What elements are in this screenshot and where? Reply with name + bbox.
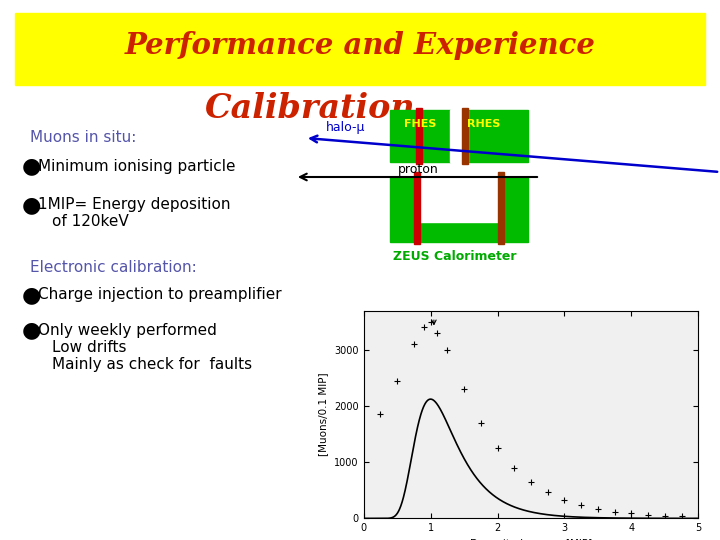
Text: of 120keV: of 120keV	[52, 214, 129, 230]
Y-axis label: [Muons/0.1 MIP]: [Muons/0.1 MIP]	[318, 373, 328, 456]
Text: ●: ●	[22, 156, 41, 176]
Text: Charge injection to preamplifier: Charge injection to preamplifier	[38, 287, 282, 302]
Point	[431, 329, 443, 338]
Point	[626, 509, 637, 518]
Text: Electronic calibration:: Electronic calibration:	[30, 260, 197, 274]
Text: Only weekly performed: Only weekly performed	[38, 322, 217, 338]
Text: ●: ●	[22, 285, 41, 305]
Point	[475, 418, 487, 427]
Text: Mainly as check for  faults: Mainly as check for faults	[52, 356, 252, 372]
Text: Minimum ionising particle: Minimum ionising particle	[38, 159, 235, 173]
Text: Muons in situ:: Muons in situ:	[30, 130, 136, 145]
Text: FHES: FHES	[404, 119, 436, 129]
Bar	[390, 177, 528, 242]
Point	[526, 477, 537, 486]
Bar	[462, 108, 468, 164]
Point	[492, 444, 503, 453]
Bar	[390, 110, 450, 162]
Bar	[416, 108, 422, 164]
Text: ZEUS Calorimeter: ZEUS Calorimeter	[393, 251, 517, 264]
Text: ●: ●	[22, 320, 41, 340]
Text: halo-μ: halo-μ	[325, 120, 365, 133]
Point	[425, 318, 436, 326]
Bar	[498, 172, 504, 244]
Text: ●: ●	[22, 195, 41, 215]
Text: Low drifts: Low drifts	[52, 340, 127, 354]
Point	[542, 488, 554, 496]
Point	[676, 512, 688, 521]
Point	[459, 385, 470, 394]
Text: RHES: RHES	[467, 119, 500, 129]
Point	[642, 510, 654, 519]
Point	[392, 376, 403, 385]
Point	[609, 508, 621, 516]
Bar	[418, 172, 500, 222]
Bar	[468, 110, 528, 162]
Text: Calibration: Calibration	[204, 91, 415, 125]
Text: proton: proton	[398, 163, 438, 176]
Point	[593, 504, 604, 513]
Text: 1MIP= Energy deposition: 1MIP= Energy deposition	[38, 198, 230, 213]
X-axis label: Deposited energy [MIP]: Deposited energy [MIP]	[470, 539, 592, 540]
Point	[559, 496, 570, 504]
Text: Performance and Experience: Performance and Experience	[125, 31, 595, 60]
Bar	[15, 13, 705, 85]
Point	[374, 410, 386, 419]
Point	[508, 463, 520, 472]
Bar	[450, 110, 468, 162]
Point	[408, 340, 420, 348]
Point	[575, 501, 587, 509]
Point	[660, 511, 671, 520]
Point	[441, 346, 453, 354]
Bar	[414, 172, 420, 244]
Point	[418, 323, 430, 332]
